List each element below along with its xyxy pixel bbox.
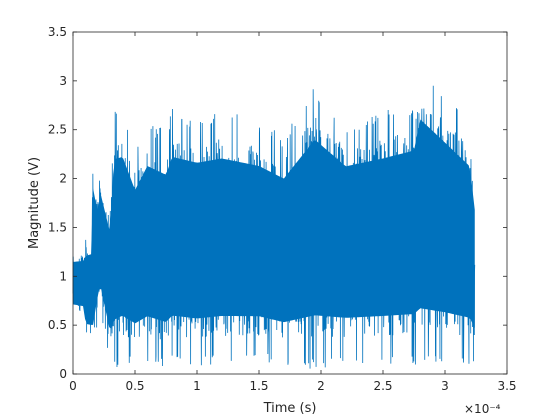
y-tick-label: 2.5 — [48, 123, 67, 137]
x-tick-label: 3.5 — [497, 379, 516, 393]
y-tick-label: 0.5 — [48, 318, 67, 332]
y-axis-label: Magnitude (V) — [27, 157, 42, 249]
data-layer — [72, 85, 476, 369]
x-tick-label: 2.5 — [373, 379, 392, 393]
x-exponent-label: ×10⁻⁴ — [464, 402, 501, 416]
tick-layer: 0 0.5 1 1.5 2 2.5 3 3.5 0 0.5 1 1.5 2 2.5 3 3.5 — [48, 25, 517, 393]
x-tick-label: 1 — [193, 379, 201, 393]
x-axis-label: Time (s) — [263, 401, 317, 416]
signal-dense-body — [73, 119, 475, 329]
x-tick-label: 1.5 — [249, 379, 268, 393]
x-tick-label: 3 — [441, 379, 449, 393]
x-tick-label: 0.5 — [125, 379, 144, 393]
y-tick-label: 1.5 — [48, 220, 67, 234]
axes-box — [72, 31, 508, 375]
x-tick-label: 2 — [317, 379, 325, 393]
y-tick-label: 0 — [59, 367, 67, 381]
y-tick-label: 3.5 — [48, 25, 67, 39]
x-tick-label: 0 — [69, 379, 77, 393]
y-tick-label: 2 — [59, 172, 67, 186]
y-tick-label: 3 — [59, 74, 67, 88]
y-tick-label: 1 — [59, 269, 67, 283]
